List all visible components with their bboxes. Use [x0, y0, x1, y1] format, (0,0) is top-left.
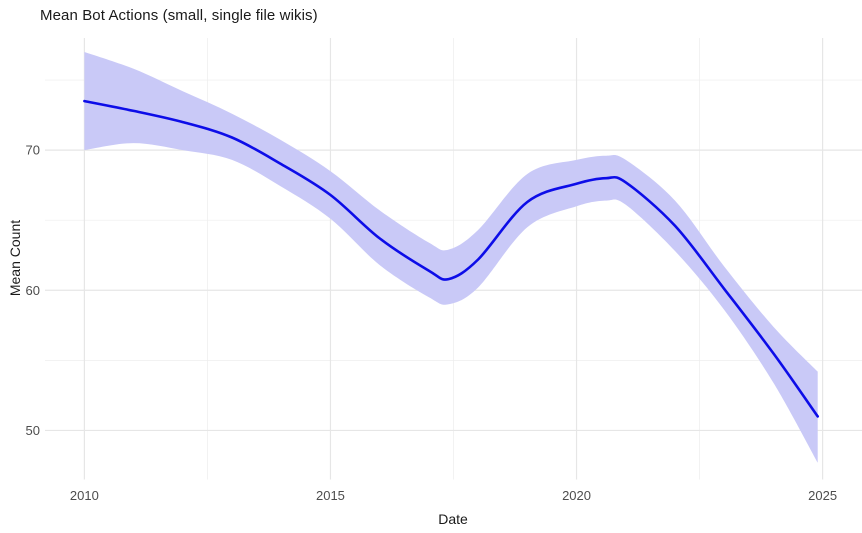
y-axis-tick-labels: 50 60 70 — [26, 143, 40, 438]
x-tick-label: 2015 — [316, 488, 345, 503]
x-tick-label: 2010 — [70, 488, 99, 503]
y-tick-label: 70 — [26, 143, 40, 158]
x-tick-label: 2020 — [562, 488, 591, 503]
confidence-ribbon — [84, 52, 818, 463]
chart-title: Mean Bot Actions (small, single file wik… — [40, 7, 318, 24]
x-axis-tick-labels: 2010 2015 2020 2025 — [70, 488, 837, 503]
x-axis-title: Date — [438, 511, 468, 527]
x-tick-label: 2025 — [808, 488, 837, 503]
y-tick-label: 50 — [26, 423, 40, 438]
y-axis-title: Mean Count — [7, 219, 23, 297]
y-tick-label: 60 — [26, 283, 40, 298]
trend-line — [83, 99, 819, 418]
